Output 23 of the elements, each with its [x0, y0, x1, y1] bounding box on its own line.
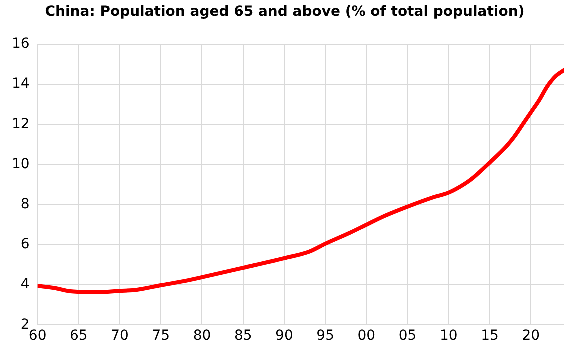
x-tick-label: 20: [522, 328, 540, 344]
chart-title: China: Population aged 65 and above (% of total population): [44, 4, 526, 20]
x-tick-label: 15: [481, 328, 499, 344]
y-tick-label: 4: [20, 276, 30, 293]
y-tick-label: 8: [20, 196, 30, 212]
y-tick-label: 2: [20, 316, 30, 333]
x-tick-label: 70: [111, 328, 129, 344]
x-tick-label: 90: [276, 328, 294, 344]
x-tick-label: 80: [193, 328, 212, 344]
x-tick-label: 65: [70, 328, 88, 344]
x-tick-label: 60: [28, 328, 47, 344]
x-tick-label: 00: [358, 328, 376, 344]
y-tick-label: 16: [12, 36, 30, 52]
line-series: [38, 68, 564, 294]
x-tick-label: 75: [152, 328, 170, 344]
x-tick-label: 85: [234, 328, 252, 344]
x-tick-label: 05: [398, 328, 417, 344]
x-tick-label: 10: [440, 328, 458, 344]
y-tick-label: 10: [12, 156, 30, 172]
y-tick-label: 12: [12, 116, 30, 132]
y-tick-label: 14: [12, 76, 30, 92]
x-tick-label: 95: [316, 328, 334, 344]
y-tick-label: 6: [20, 236, 30, 253]
